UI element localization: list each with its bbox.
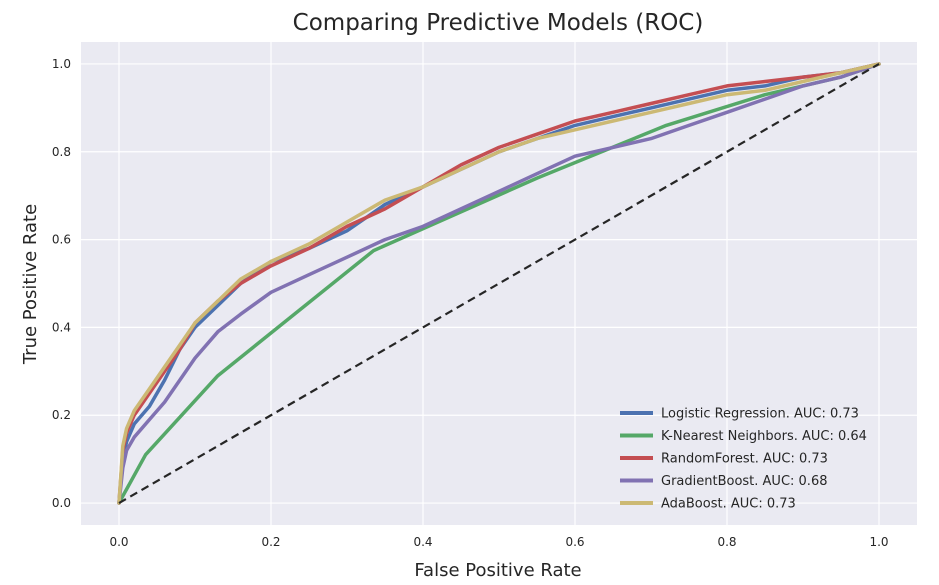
y-tick-label: 0.2 bbox=[52, 408, 71, 422]
legend-entry: RandomForest. AUC: 0.73 bbox=[661, 452, 828, 467]
y-tick-label: 1.0 bbox=[52, 57, 71, 71]
y-tick-label: 0.0 bbox=[52, 496, 71, 510]
roc-series-line bbox=[117, 62, 881, 505]
x-tick-label: 1.0 bbox=[869, 535, 888, 549]
legend-entry: Logistic Regression. AUC: 0.73 bbox=[661, 407, 859, 422]
y-tick-label: 0.4 bbox=[52, 320, 71, 334]
x-tick-label: 0.8 bbox=[717, 535, 736, 549]
x-axis-label: False Positive Rate bbox=[414, 560, 581, 581]
y-tick-labels: 0.0 0.2 0.4 0.6 0.8 1.0 bbox=[52, 57, 71, 510]
y-axis-label: True Positive Rate bbox=[20, 204, 41, 365]
chart-title: Comparing Predictive Models (ROC) bbox=[293, 10, 704, 36]
x-tick-label: 0.4 bbox=[413, 535, 432, 549]
x-tick-label: 0.6 bbox=[565, 535, 584, 549]
legend-entry: GradientBoost. AUC: 0.68 bbox=[661, 474, 828, 489]
chance-reference-line bbox=[118, 63, 880, 504]
roc-series-line bbox=[117, 62, 881, 505]
y-tick-label: 0.8 bbox=[52, 145, 71, 159]
x-tick-label: 0.0 bbox=[109, 535, 128, 549]
legend-entry: K-Nearest Neighbors. AUC: 0.64 bbox=[661, 429, 867, 444]
legend: Logistic Regression. AUC: 0.73 K-Nearest … bbox=[620, 407, 867, 512]
roc-series-line bbox=[117, 62, 881, 505]
x-tick-label: 0.2 bbox=[261, 535, 280, 549]
roc-series-line bbox=[117, 62, 881, 505]
legend-entry: AdaBoost. AUC: 0.73 bbox=[661, 497, 796, 512]
roc-curves bbox=[117, 62, 881, 505]
x-tick-labels: 0.0 0.2 0.4 0.6 0.8 1.0 bbox=[109, 535, 888, 549]
y-tick-label: 0.6 bbox=[52, 233, 71, 247]
